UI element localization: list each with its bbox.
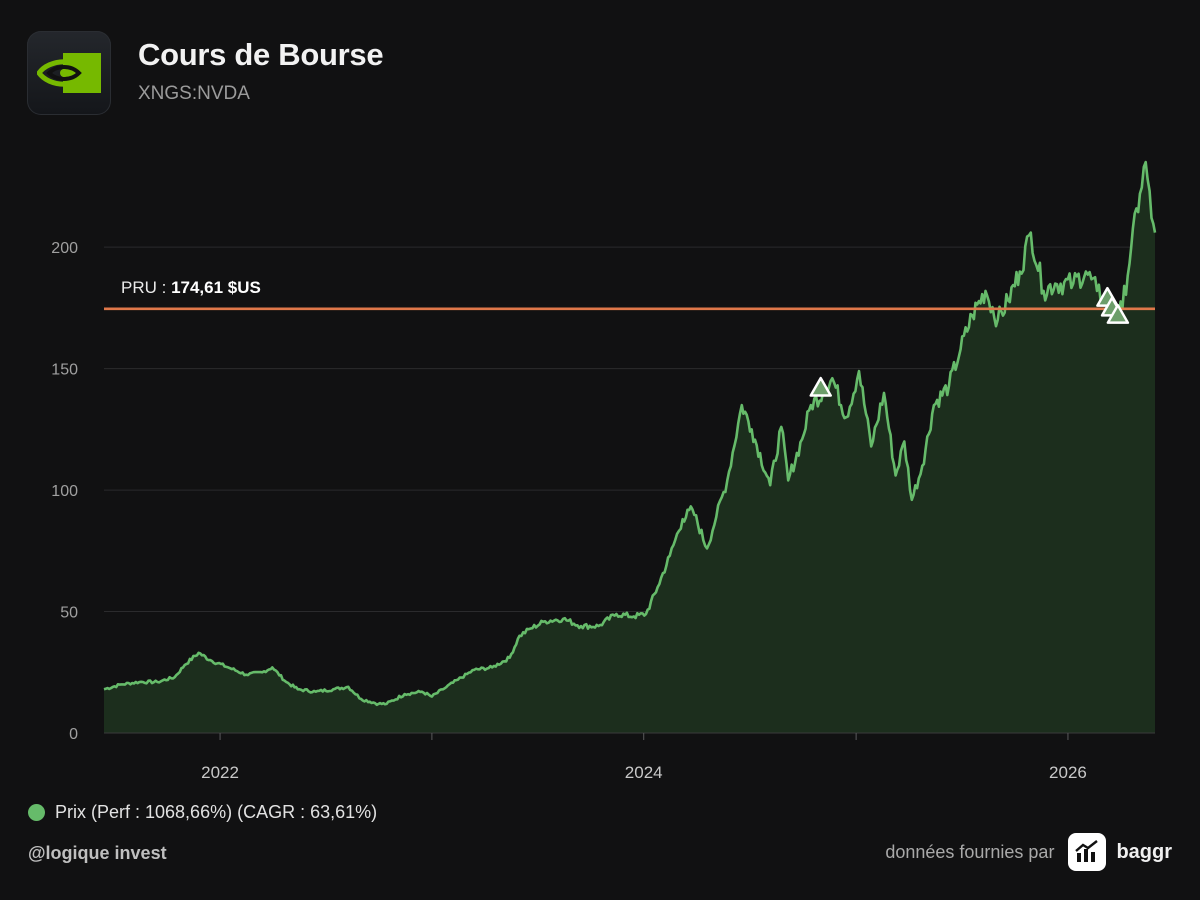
x-tick-label: 2022 xyxy=(201,763,239,782)
legend[interactable]: Prix (Perf : 1068,66%) (CAGR : 63,61%) xyxy=(28,802,377,823)
data-source: données fournies par baggr xyxy=(885,833,1172,871)
legend-marker xyxy=(28,804,45,821)
source-text: données fournies par xyxy=(885,841,1055,862)
y-tick-label: 200 xyxy=(51,240,78,257)
x-tick-label: 2024 xyxy=(625,763,663,782)
brand-name: baggr xyxy=(1116,840,1172,863)
bar-chart-trend-icon xyxy=(1068,833,1107,871)
ticker-subtitle: XNGS:NVDA xyxy=(138,83,250,104)
x-tick-label: 2026 xyxy=(1049,763,1087,782)
nvidia-logo xyxy=(27,31,111,115)
page-title: Cours de Bourse xyxy=(138,37,384,72)
y-tick-label: 100 xyxy=(51,483,78,500)
y-tick-label: 50 xyxy=(60,605,78,622)
pru-label: PRU : 174,61 $US xyxy=(121,278,261,297)
buy-marker-triangle-icon xyxy=(1106,303,1130,324)
legend-label: Prix (Perf : 1068,66%) (CAGR : 63,61%) xyxy=(55,802,378,822)
price-area xyxy=(104,162,1155,734)
price-chart: 0 50 100 150 200 2022 2024 2026 PRU : 174,61 $US xyxy=(51,160,1157,782)
y-tick-label: 0 xyxy=(69,726,78,743)
nvidia-eye-icon xyxy=(37,53,101,93)
price-line xyxy=(103,160,1157,707)
author-handle: @logique invest xyxy=(28,843,167,863)
buy-marker-triangle-icon xyxy=(809,376,832,397)
y-tick-label: 150 xyxy=(51,362,78,379)
